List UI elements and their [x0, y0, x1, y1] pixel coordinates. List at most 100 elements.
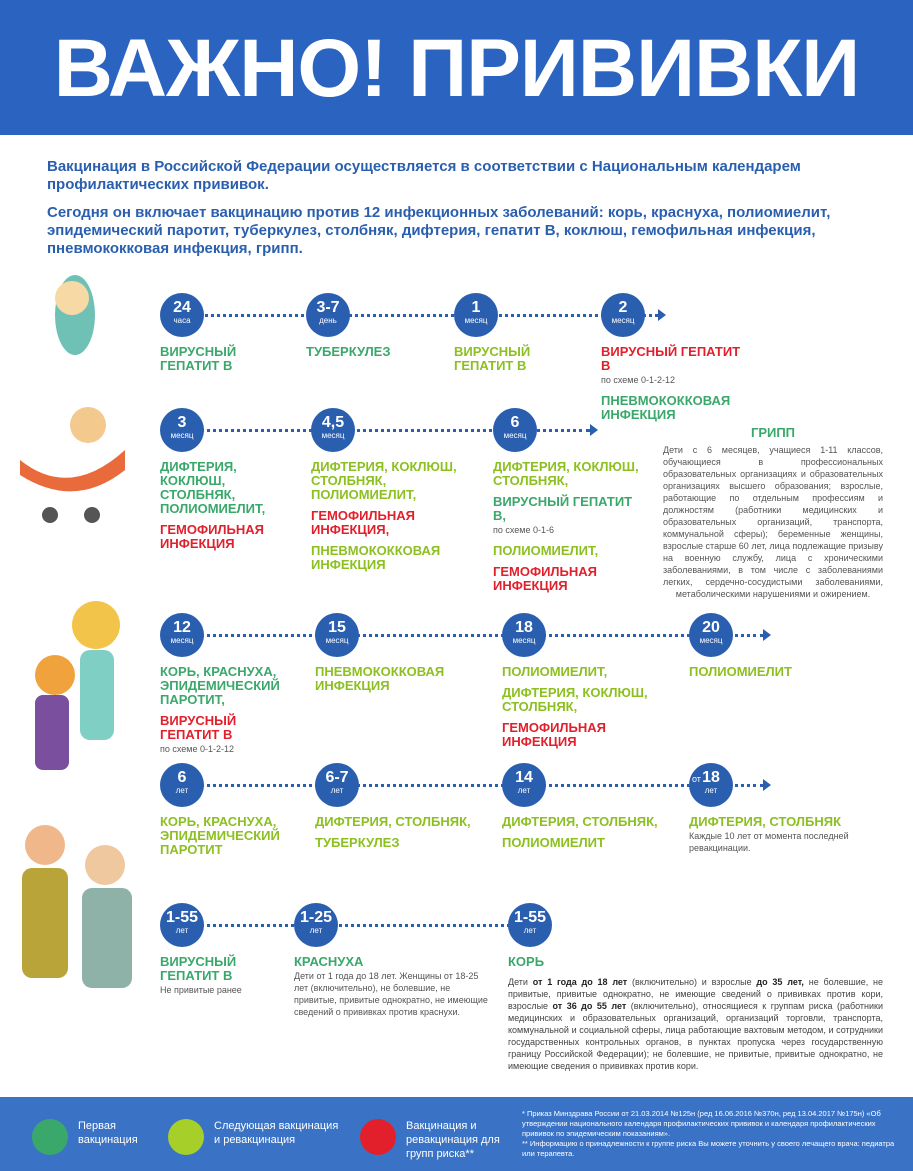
- flu-title: ГРИПП: [750, 425, 796, 440]
- vaccine-note: Каждые 10 лет от момента последней ревак…: [689, 831, 849, 853]
- vaccine: КОРЬ: [508, 954, 545, 969]
- age-value: 18: [515, 619, 533, 636]
- illustrations: [20, 275, 132, 988]
- age-value: 6: [177, 769, 187, 786]
- vaccines: ДИФТЕРИЯ, СТОЛБНЯК Каждые 10 лет от момен…: [689, 815, 859, 862]
- vaccines: ПОЛИОМИЕЛИТ: [689, 665, 829, 686]
- age-value: 1-55: [513, 909, 547, 926]
- timeline-arrow: [763, 629, 771, 641]
- footer: * Приказ Минздрава России от 21.03.2014 …: [0, 1097, 913, 1171]
- legend-label: Следующая вакцинация и ревакцинация: [214, 1120, 339, 1146]
- footnote: * Приказ Минздрава России от 21.03.2014 …: [522, 1109, 881, 1138]
- age-circle: 14 лет: [502, 763, 546, 807]
- age-unit: месяц: [611, 316, 635, 325]
- age-circle: 3 месяц: [160, 408, 204, 452]
- vaccine: ПНЕВМОКОККОВАЯ ИНФЕКЦИЯ: [315, 664, 445, 693]
- vaccines: ПНЕВМОКОККОВАЯ ИНФЕКЦИЯ: [315, 665, 482, 700]
- age-value: 20: [702, 619, 720, 636]
- girl-head: [72, 601, 120, 649]
- age-circle: 20 месяц: [689, 613, 733, 657]
- wheel: [84, 507, 100, 523]
- age-unit: месяц: [321, 431, 345, 440]
- vaccine-note: Дети от 1 года до 18 лет. Женщины от 18-…: [294, 971, 488, 1017]
- age-circle: 6 месяц: [493, 408, 537, 452]
- stroller: [20, 450, 125, 492]
- age-value: 14: [515, 769, 533, 786]
- vaccine: ВИРУСНЫЙ ГЕПАТИТ В: [160, 344, 237, 373]
- vaccine: ВИРУСНЫЙ ГЕПАТИТ В: [601, 344, 741, 373]
- vaccines: ВИРУСНЫЙ ГЕПАТИТ В: [454, 345, 581, 380]
- vaccine-note: по схеме 0-1-2-12: [160, 744, 234, 754]
- age-circle: 4,5 месяц: [311, 408, 355, 452]
- vaccine: ДИФТЕРИЯ, КОКЛЮШ, СТОЛБНЯК, ПОЛИОМИЕЛИТ,: [311, 459, 457, 502]
- vaccines: ТУБЕРКУЛЕЗ: [306, 345, 434, 366]
- vaccines: ВИРУСНЫЙ ГЕПАТИТ В Не привитые ранее: [160, 955, 274, 1004]
- age-value: 6: [510, 414, 520, 431]
- flu-text: Дети с 6 месяцев, учащиеся 1-11 классов,…: [663, 445, 883, 599]
- vaccine: ПНЕВМОКОККОВАЯ ИНФЕКЦИЯ: [311, 543, 441, 572]
- man: [22, 868, 68, 978]
- vaccine-note: по схеме 0-1-6: [493, 525, 554, 535]
- timeline-arrow: [763, 779, 771, 791]
- age-circle: 2 месяц: [601, 293, 645, 337]
- age-circle: 1 месяц: [454, 293, 498, 337]
- vaccine: ВИРУСНЫЙ ГЕПАТИТ В: [454, 344, 531, 373]
- legend-label: Первая вакцинация: [78, 1120, 138, 1146]
- age-circle: от 18 лет: [689, 763, 733, 807]
- age-circle: 6-7 лет: [315, 763, 359, 807]
- age-unit: лет: [330, 786, 344, 795]
- vaccine: ВИРУСНЫЙ ГЕПАТИТ В,: [493, 494, 633, 523]
- vaccine: ДИФТЕРИЯ, КОКЛЮШ, СТОЛБНЯК, ПОЛИОМИЕЛИТ,: [160, 459, 266, 516]
- vaccine: ПОЛИОМИЕЛИТ,: [502, 664, 608, 679]
- age-circle: 1-55 лет: [160, 903, 204, 947]
- boy: [35, 695, 69, 770]
- timeline: [182, 924, 530, 927]
- note-part: не болевшие, не привитые, привитые однок…: [508, 977, 884, 1011]
- note-part: (включительно) и взрослые: [627, 977, 757, 987]
- timeline: [182, 429, 590, 432]
- age-value: 15: [328, 619, 346, 636]
- age-unit: лет: [517, 786, 531, 795]
- baby-head: [70, 407, 106, 443]
- title: ВАЖНО! ПРИВИВКИ: [53, 23, 860, 114]
- age-value: 1-25: [299, 909, 333, 926]
- vaccines: КОРЬ Дети от 1 года до 18 лет (включитель…: [508, 955, 883, 1072]
- vaccine: ГЕМОФИЛЬНАЯ ИНФЕКЦИЯ: [502, 720, 607, 749]
- age-unit: лет: [175, 786, 189, 795]
- vaccines: ВИРУСНЫЙ ГЕПАТИТ В: [160, 345, 286, 380]
- age-value: 6-7: [325, 769, 349, 786]
- age-value: 4,5: [321, 414, 345, 431]
- age-prefix: от: [692, 774, 701, 784]
- footnote: ** Информацию о принадлежности к группе …: [522, 1139, 895, 1158]
- age-unit: лет: [175, 926, 189, 935]
- age-unit: лет: [523, 926, 537, 935]
- baby-head: [55, 281, 89, 315]
- age-circle: 18 месяц: [502, 613, 546, 657]
- timeline-arrow: [590, 424, 598, 436]
- timeline: [182, 634, 763, 637]
- vaccine: ТУБЕРКУЛЕЗ: [306, 344, 391, 359]
- boy-head: [35, 655, 75, 695]
- footnotes: * Приказ Минздрава России от 21.03.2014 …: [522, 1109, 902, 1159]
- note-part: Дети: [508, 977, 533, 987]
- vaccine: ГЕМОФИЛЬНАЯ ИНФЕКЦИЯ,: [311, 508, 416, 537]
- wheel: [42, 507, 58, 523]
- age-unit: месяц: [699, 636, 723, 645]
- age-circle: 1-55 лет: [508, 903, 552, 947]
- vaccine: ВИРУСНЫЙ ГЕПАТИТ В: [160, 954, 237, 983]
- intro: Вакцинация в Российской Федерации осущес…: [47, 158, 877, 268]
- girl: [80, 650, 114, 740]
- vaccine: ТУБЕРКУЛЕЗ: [315, 835, 400, 850]
- vaccines: ДИФТЕРИЯ, СТОЛБНЯК, ПОЛИОМИЕЛИТ: [502, 815, 669, 857]
- note-part: до 35 лет,: [756, 977, 804, 987]
- vaccines: КОРЬ, КРАСНУХА, ЭПИДЕМИЧЕСКИЙ ПАРОТИТ, ВИ…: [160, 665, 295, 763]
- legend-swatch: [168, 1119, 204, 1155]
- vaccine: ДИФТЕРИЯ, СТОЛБНЯК,: [315, 814, 471, 829]
- intro-text: Сегодня он включает вакцинацию против 12…: [47, 204, 831, 257]
- vaccine: ДИФТЕРИЯ, КОКЛЮШ, СТОЛБНЯК,: [502, 685, 648, 714]
- vaccine: КОРЬ, КРАСНУХА, ЭПИДЕМИЧЕСКИЙ ПАРОТИТ: [160, 814, 280, 857]
- age-unit: лет: [704, 786, 718, 795]
- age-circle: 15 месяц: [315, 613, 359, 657]
- age-value: 18: [702, 769, 720, 786]
- note-part: (включительно), относящиеся к группам ри…: [508, 1001, 884, 1071]
